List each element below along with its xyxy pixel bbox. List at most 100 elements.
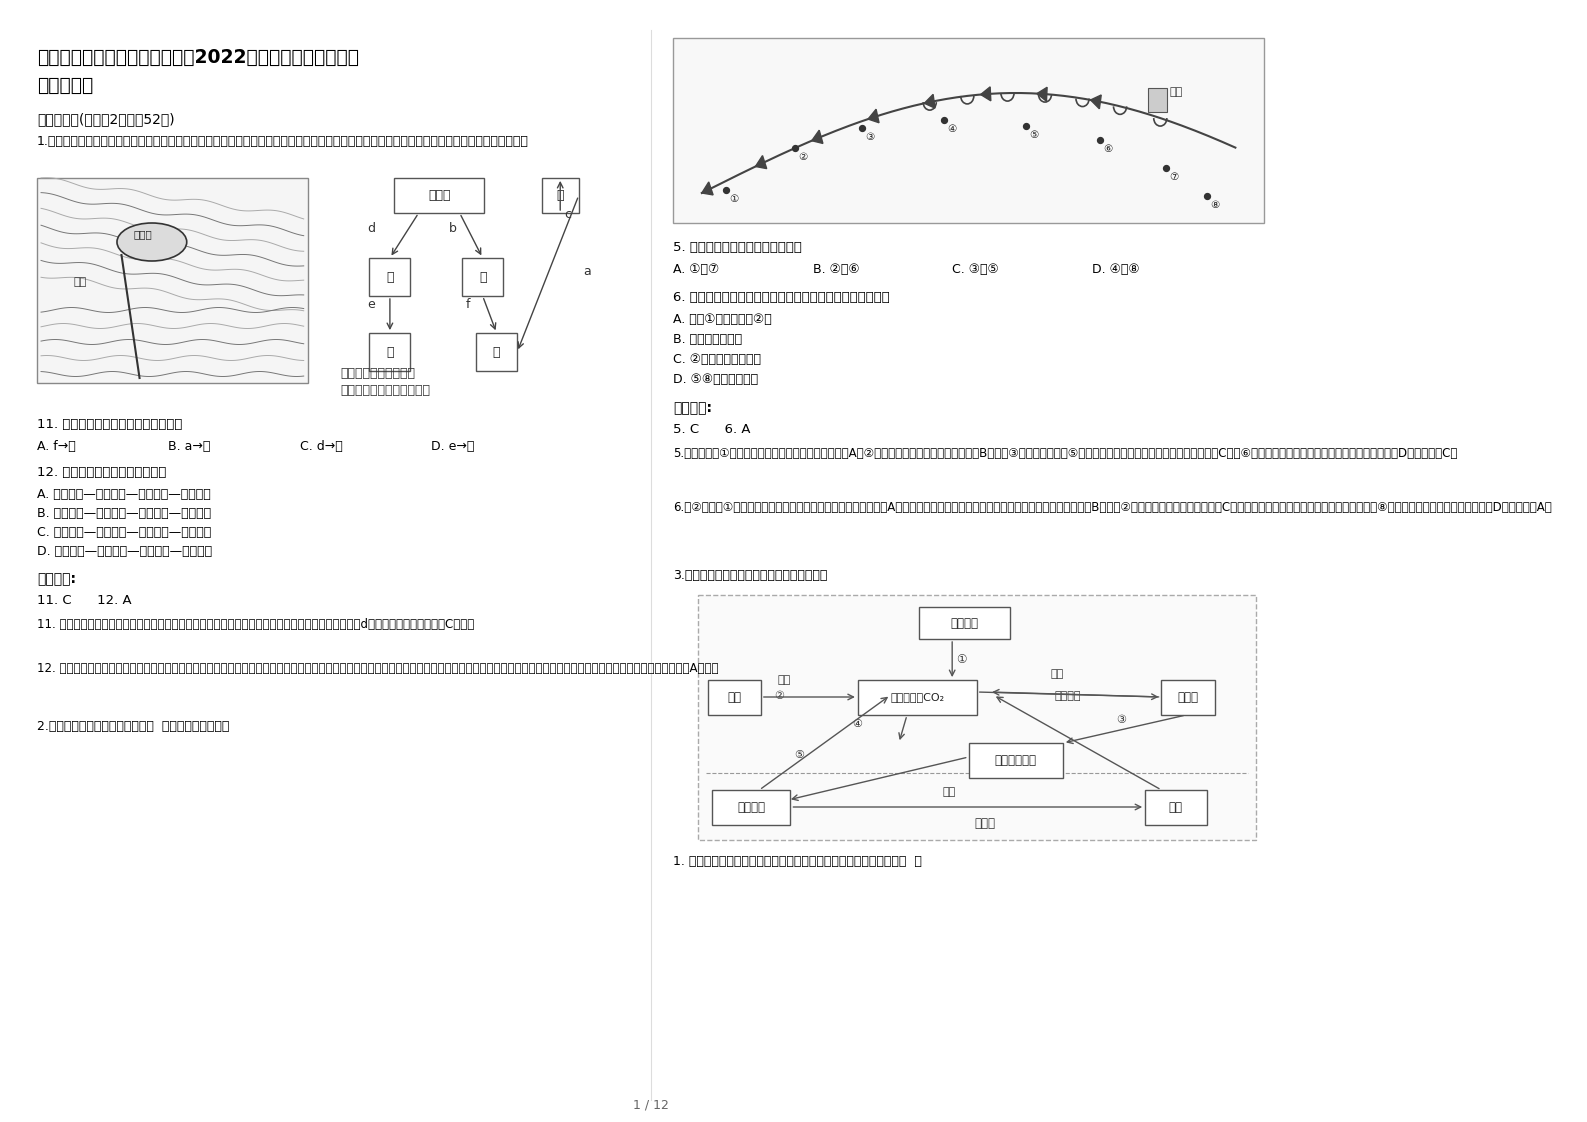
Text: 动物: 动物 xyxy=(1170,801,1182,813)
Polygon shape xyxy=(924,94,935,108)
Text: 3.下图为碳循环示意图，读图回答以下各题。: 3.下图为碳循环示意图，读图回答以下各题。 xyxy=(673,569,827,582)
Bar xyxy=(859,680,978,715)
Text: D. e→戊: D. e→戊 xyxy=(432,440,475,453)
Polygon shape xyxy=(811,130,824,144)
Text: ⑤: ⑤ xyxy=(795,749,805,760)
Text: B. a→丙: B. a→丙 xyxy=(168,440,211,453)
Bar xyxy=(708,680,760,715)
Text: ④: ④ xyxy=(947,125,957,134)
Text: 11. C      12. A: 11. C 12. A xyxy=(37,594,132,607)
Text: C. d→丁: C. d→丁 xyxy=(300,440,343,453)
Text: 12. 飞来峰景观形成过程正确的是: 12. 飞来峰景观形成过程正确的是 xyxy=(37,466,167,479)
Text: 岩石圈: 岩石圈 xyxy=(1178,691,1198,703)
Text: 12. 此地质过程为受水平挤压作用，导致岩层出现断层，断层一侧的岩块位置发生移动，位于另一侧岩层之上，后受外力侵蚀作用，上覆岩层遭受侵蚀，致使上覆岩层不再成为连: 12. 此地质过程为受水平挤压作用，导致岩层出现断层，断层一侧的岩块位置发生移动… xyxy=(37,662,719,675)
Text: C. ②地气温未来会升高: C. ②地气温未来会升高 xyxy=(673,353,762,366)
Bar xyxy=(541,178,579,213)
Bar xyxy=(462,258,503,296)
Text: d: d xyxy=(367,222,375,234)
Text: 5. 图中完全受冷气团控制的地点有: 5. 图中完全受冷气团控制的地点有 xyxy=(673,241,801,254)
Text: C. 岩层断裂—水平挤压—推移上覆—外力沉积: C. 岩层断裂—水平挤压—推移上覆—外力沉积 xyxy=(37,526,211,539)
Text: ⑧: ⑧ xyxy=(1209,200,1219,210)
Text: 火山喷发: 火山喷发 xyxy=(1055,691,1081,701)
Ellipse shape xyxy=(117,223,187,261)
Text: 动、植物尸体: 动、植物尸体 xyxy=(995,754,1036,767)
Text: 甲: 甲 xyxy=(494,346,500,359)
Text: ②: ② xyxy=(774,691,784,701)
Bar xyxy=(673,38,1265,223)
Text: ①: ① xyxy=(957,653,966,666)
Point xyxy=(782,139,808,157)
Text: 乙: 乙 xyxy=(479,270,486,284)
Text: 5. C      6. A: 5. C 6. A xyxy=(673,423,751,436)
Text: e: e xyxy=(368,298,376,311)
Polygon shape xyxy=(868,109,879,122)
Text: A. ①和⑦: A. ①和⑦ xyxy=(673,263,719,276)
Text: 2.下图为北半球某天气系统示意图  读图完成下列小题。: 2.下图为北半球某天气系统示意图 读图完成下列小题。 xyxy=(37,720,229,733)
Text: 摄食: 摄食 xyxy=(943,787,955,797)
Bar xyxy=(1146,790,1206,825)
Text: ③: ③ xyxy=(865,132,874,142)
Text: 丙: 丙 xyxy=(557,188,563,202)
Text: 11. 甲图中构成飞来峰的岩层水平分布，层理构造清晰，应为沉积岩。乙图中由沉积物在外力作用（即d）下形成的岩层为丁。故C正确。: 11. 甲图中构成飞来峰的岩层水平分布，层理构造清晰，应为沉积岩。乙图中由沉积物… xyxy=(37,618,475,631)
Bar xyxy=(698,595,1255,840)
Text: 11. 图中表示飞来峰岩石形成过程的是: 11. 图中表示飞来峰岩石形成过程的是 xyxy=(37,419,183,431)
Text: 生物圈: 生物圈 xyxy=(974,817,995,829)
Text: 图中字母代表地质作用: 图中字母代表地质作用 xyxy=(341,367,416,380)
Polygon shape xyxy=(981,86,990,101)
Text: B. ②和⑥: B. ②和⑥ xyxy=(813,263,859,276)
Text: 甲乙丙丁戊代表岩浆和岩石: 甲乙丙丁戊代表岩浆和岩石 xyxy=(341,384,430,397)
Text: ⑦: ⑦ xyxy=(1170,172,1178,182)
Bar xyxy=(1162,680,1214,715)
Point xyxy=(1014,117,1039,135)
Text: b: b xyxy=(449,222,457,234)
Text: ④: ④ xyxy=(852,719,862,729)
Text: 成: 成 xyxy=(386,346,394,359)
Bar xyxy=(713,790,790,825)
Text: B. 垂直上升—岩层断裂—水平挤压—推移上覆: B. 垂直上升—岩层断裂—水平挤压—推移上覆 xyxy=(37,507,211,519)
Text: ②: ② xyxy=(798,151,808,162)
Bar xyxy=(1147,88,1166,112)
Text: 参考答案:: 参考答案: xyxy=(673,401,713,415)
Polygon shape xyxy=(1036,88,1047,101)
Text: A. f→甲: A. f→甲 xyxy=(37,440,76,453)
Text: A. 水平挤压—岩层断裂—推移上覆—外力侵蚀: A. 水平挤压—岩层断裂—推移上覆—外力侵蚀 xyxy=(37,488,211,502)
Polygon shape xyxy=(755,156,767,168)
Text: c: c xyxy=(563,208,571,221)
Bar xyxy=(476,333,517,371)
Text: 5.据据图示，①在暖气团一侧，不受冷气团控制，排除A；②位于锋面附近，受两个气团影响，B不对；③位于锋面下方，⑤位于冷锋锋面符号之后，完全受冷气团控制，C对；⑥: 5.据据图示，①在暖气团一侧，不受冷气团控制，排除A；②位于锋面附近，受两个气团… xyxy=(673,447,1457,460)
Text: 城市: 城市 xyxy=(1170,88,1182,96)
Text: C. ③和⑤: C. ③和⑤ xyxy=(952,263,998,276)
Text: 1 / 12: 1 / 12 xyxy=(633,1098,668,1111)
Point xyxy=(1087,131,1112,149)
Text: D. 岩层断裂—垂直上升—外力侵蚀—推移上覆: D. 岩层断裂—垂直上升—外力侵蚀—推移上覆 xyxy=(37,545,213,558)
Text: 大气圈中的CO₂: 大气圈中的CO₂ xyxy=(890,692,944,702)
Text: ①: ① xyxy=(730,194,740,204)
Text: ⑤: ⑤ xyxy=(1030,130,1038,140)
Text: ③: ③ xyxy=(1116,715,1127,725)
Bar xyxy=(370,333,411,371)
Bar xyxy=(394,178,484,213)
Text: B. 城市天气正晴朗: B. 城市天气正晴朗 xyxy=(673,333,743,346)
Text: ⑥: ⑥ xyxy=(1103,144,1112,154)
Text: 丁: 丁 xyxy=(386,270,394,284)
Text: 6. 对图示天气系统影响下各地点大气状况的描述，正确的是: 6. 对图示天气系统影响下各地点大气状况的描述，正确的是 xyxy=(673,291,890,304)
Polygon shape xyxy=(701,182,713,195)
Text: 6.和②比较，①天气晴朗，受太阳辐射影响强烈，白天气温较高，A对；图中看，城市位于气旋中心，盛行上升气流，多阴雨天气，B不对；②处受冷锋影响，气温会下降，C不对: 6.和②比较，①天气晴朗，受太阳辐射影响强烈，白天气温较高，A对；图中看，城市位… xyxy=(673,502,1552,514)
Text: 溶解: 溶解 xyxy=(778,675,790,686)
Point xyxy=(1152,159,1178,177)
Text: 飞来峰: 飞来峰 xyxy=(133,229,152,239)
Bar xyxy=(370,258,411,296)
Polygon shape xyxy=(1090,95,1101,109)
Text: 1. 大力开发风能资源，减少二氧化碳排放，直接影响图中的环节是（  ）: 1. 大力开发风能资源，减少二氧化碳排放，直接影响图中的环节是（ ） xyxy=(673,855,922,868)
Point xyxy=(849,119,874,137)
Text: A. 白天①地气温大于②地: A. 白天①地气温大于②地 xyxy=(673,313,771,327)
Text: 水圈: 水圈 xyxy=(727,691,741,703)
Text: D. ⑤⑧两地连续降水: D. ⑤⑧两地连续降水 xyxy=(673,373,759,386)
Text: a: a xyxy=(582,265,590,278)
Bar xyxy=(919,607,1009,640)
Text: 沉积物: 沉积物 xyxy=(428,188,451,202)
Text: 绿色植物: 绿色植物 xyxy=(738,801,765,813)
Text: 1.推覆构造通常是上盘岩层自远处推移而来，上覆于相对停留在原地不动的岩块之上而形成的一种地质构造。读某推覆构造示意图，回答下面小题。: 1.推覆构造通常是上盘岩层自远处推移而来，上覆于相对停留在原地不动的岩块之上而形… xyxy=(37,135,528,148)
Point xyxy=(714,181,740,199)
Text: D. ④和⑧: D. ④和⑧ xyxy=(1092,263,1139,276)
